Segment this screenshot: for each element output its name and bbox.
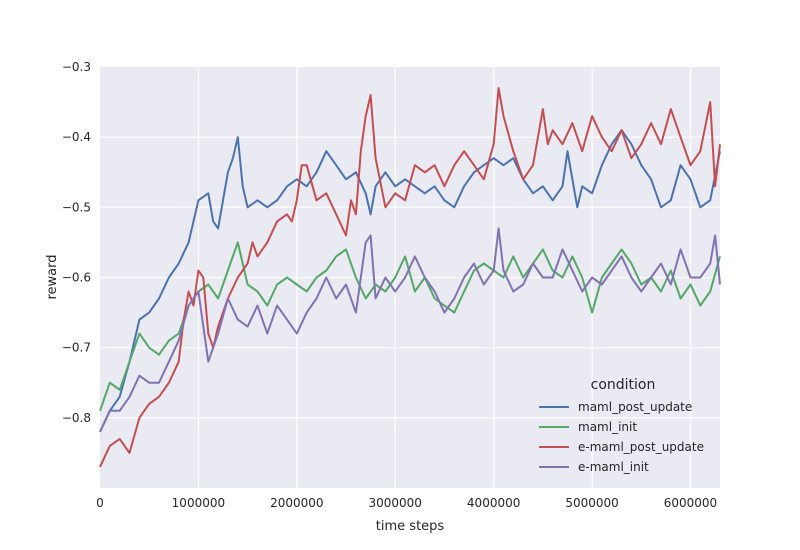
x-tick-label: 3000000 bbox=[369, 496, 422, 510]
y-tick-label: −0.8 bbox=[62, 411, 91, 425]
y-tick-labels: −0.8 −0.7 −0.6 −0.5 −0.4 −0.3 bbox=[62, 60, 91, 425]
legend-label: maml_init bbox=[578, 420, 637, 434]
y-tick-label: −0.5 bbox=[62, 200, 91, 214]
legend: condition maml_post_update maml_init e-mam… bbox=[539, 377, 704, 474]
y-tick-label: −0.3 bbox=[62, 60, 91, 74]
legend-label: maml_post_update bbox=[578, 400, 692, 414]
legend-label: e-maml_init bbox=[578, 460, 649, 474]
legend-label: e-maml_post_update bbox=[578, 440, 704, 454]
series-layer bbox=[99, 87, 721, 468]
x-tick-label: 0 bbox=[96, 496, 104, 510]
y-tick-label: −0.6 bbox=[62, 271, 91, 285]
x-tick-label: 1000000 bbox=[172, 496, 225, 510]
x-tick-label: 2000000 bbox=[270, 496, 323, 510]
x-tick-label: 6000000 bbox=[664, 496, 717, 510]
y-tick-label: −0.4 bbox=[62, 130, 91, 144]
series-line-e-maml_init bbox=[99, 227, 721, 433]
x-axis-label: time steps bbox=[376, 519, 445, 534]
legend-items: maml_post_update maml_init e-maml_post_upd… bbox=[539, 400, 704, 474]
y-tick-label: −0.7 bbox=[62, 341, 91, 355]
legend-title: condition bbox=[591, 377, 656, 393]
series-line-e-maml_post_update bbox=[99, 87, 721, 468]
y-axis-label: reward bbox=[45, 254, 60, 299]
x-tick-labels: 0 1000000 2000000 3000000 4000000 5000000 6000… bbox=[96, 496, 717, 510]
x-tick-label: 4000000 bbox=[467, 496, 520, 510]
series-line-maml_post_update bbox=[99, 129, 721, 433]
x-tick-label: 5000000 bbox=[565, 496, 618, 510]
